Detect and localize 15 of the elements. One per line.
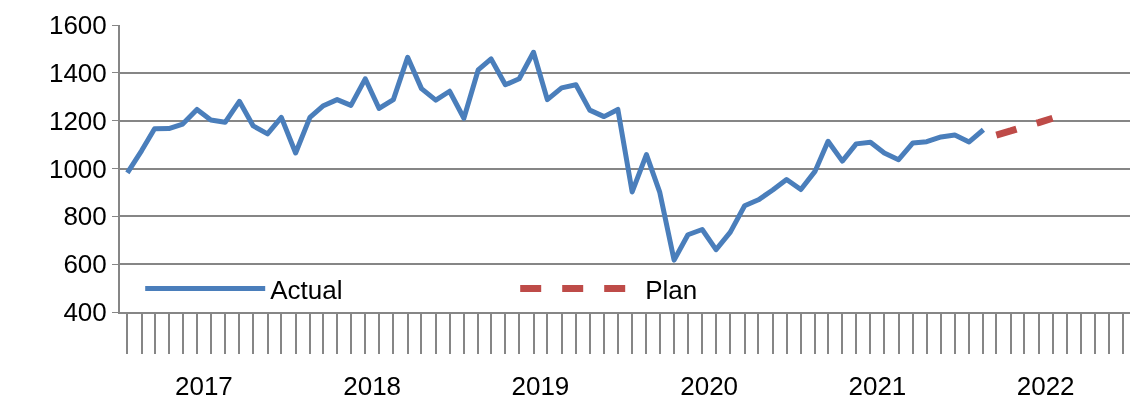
legend-label: Plan — [645, 274, 698, 305]
x-tick-label: 2021 — [848, 371, 907, 402]
y-tick-label: 400 — [63, 297, 107, 328]
x-tick-label: 2020 — [680, 371, 739, 402]
x-tick-label: 2018 — [343, 371, 402, 402]
y-tick-label: 800 — [63, 201, 107, 232]
y-tick-label: 600 — [63, 249, 107, 280]
x-tick-label: 2017 — [174, 371, 233, 402]
x-tick-label: 2022 — [1016, 371, 1075, 402]
legend-label: Actual — [270, 274, 343, 305]
x-tick-label: 2019 — [511, 371, 570, 402]
y-tick-label: 1400 — [48, 57, 107, 88]
y-tick-label: 1000 — [48, 153, 107, 184]
y-tick-label: 1200 — [48, 105, 107, 136]
y-tick-label: 1600 — [48, 10, 107, 41]
